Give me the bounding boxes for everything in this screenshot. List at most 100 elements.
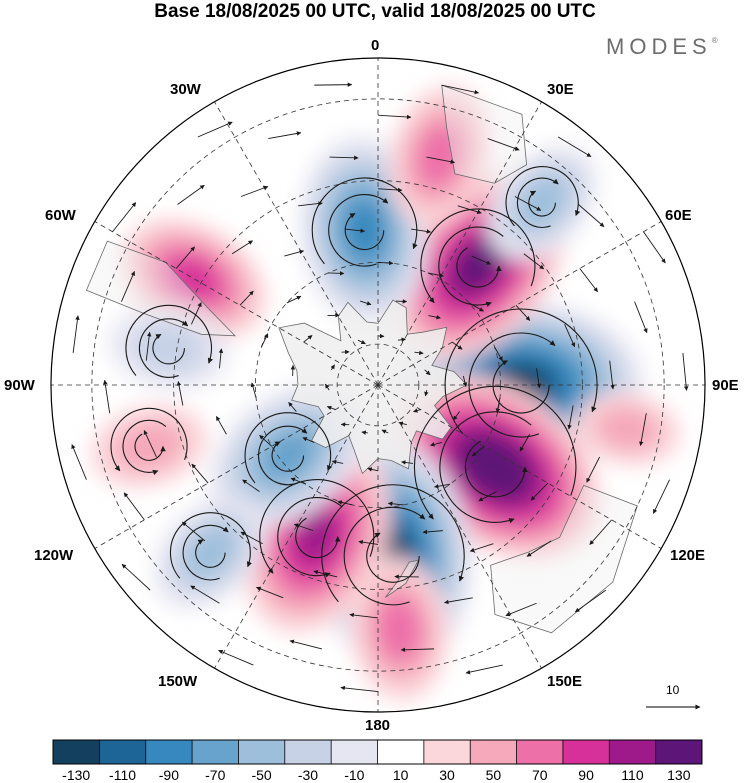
wind-arrow <box>197 121 233 138</box>
wind-arrow <box>530 482 549 501</box>
wind-arrow <box>231 240 253 255</box>
wind-arrow <box>145 331 152 361</box>
streamline <box>182 524 229 581</box>
wind-arrow <box>349 612 379 619</box>
streamline <box>125 304 213 376</box>
wind-arrow <box>495 397 501 413</box>
wind-arrow <box>441 84 480 95</box>
wind-arrow <box>302 437 315 443</box>
wind-arrow <box>586 456 600 483</box>
colorbar-tick-label: -50 <box>251 767 272 783</box>
wind-arrow <box>190 585 220 604</box>
anomaly-negative-upper-right <box>486 145 598 261</box>
anomaly-positive-northwest <box>120 217 268 340</box>
wind-arrow <box>331 459 344 465</box>
meridian-line <box>377 221 662 386</box>
anomaly-positive-top <box>388 84 491 228</box>
colorbar-tick-label: -30 <box>297 767 319 783</box>
streamline <box>366 532 420 583</box>
wind-arrow <box>487 138 520 151</box>
map-disc <box>51 58 705 712</box>
wind-arrow <box>290 477 307 485</box>
colorbar-swatch <box>331 740 378 764</box>
brand-text: MODES <box>606 34 712 59</box>
wind-arrow <box>191 463 209 484</box>
lon-label-150w: 150W <box>158 673 198 690</box>
meridian-line <box>377 384 662 549</box>
wind-arrow <box>578 204 605 228</box>
wind-arrow <box>387 501 404 506</box>
streamline <box>344 213 385 251</box>
wind-arrow <box>358 539 379 545</box>
wind-arrow <box>71 444 87 480</box>
wind-arrow <box>426 156 456 164</box>
wind-arrow <box>286 295 302 304</box>
colorbar-swatch <box>238 740 286 764</box>
wind-arrow <box>444 597 473 605</box>
colorbar-tick-label: 30 <box>439 767 455 783</box>
streamline <box>456 247 502 288</box>
parallel-circle <box>173 180 583 590</box>
streamline <box>321 484 465 603</box>
colorbar-tick-label: 70 <box>531 767 548 783</box>
lon-label-90w: 90W <box>4 377 35 394</box>
africa-landmass <box>441 84 527 184</box>
wind-arrow <box>465 664 503 675</box>
anomaly-contour <box>260 430 316 481</box>
streamline <box>110 407 188 472</box>
colorbar-tick-label: -70 <box>205 767 226 783</box>
streamline <box>505 166 581 227</box>
wind-arrow <box>413 408 421 413</box>
wind-arrow <box>240 185 269 197</box>
wind-arrow <box>478 491 497 502</box>
streamline <box>152 333 185 365</box>
colorbar-tick-label: 10 <box>392 767 409 783</box>
wind-arrow <box>457 205 482 215</box>
anomaly-contour <box>168 257 220 300</box>
wind-arrow <box>218 649 254 666</box>
wind-arrow <box>314 82 353 87</box>
wind-arrow <box>505 602 537 617</box>
colorbar-swatch <box>470 740 518 764</box>
wind-arrow <box>468 302 484 312</box>
streamline <box>492 360 550 414</box>
meridian-line <box>94 384 379 549</box>
colorbar-tick-label: -110 <box>109 767 137 783</box>
colorbar-tick-label: 110 <box>621 767 644 783</box>
wind-arrow <box>218 348 224 369</box>
south-america-landmass <box>85 240 236 337</box>
streamline <box>464 440 528 498</box>
wind-arrow <box>381 429 389 434</box>
wind-arrow <box>427 272 444 278</box>
anomaly-positive-right-edge <box>574 392 681 466</box>
wind-arrow <box>452 341 463 350</box>
streamline <box>420 208 536 304</box>
wind-arrow <box>567 405 574 430</box>
colorbar-swatch <box>192 740 239 764</box>
wind-arrow <box>289 639 323 650</box>
colorbar-tick-label: -90 <box>158 767 180 783</box>
wind-arrow <box>240 531 263 545</box>
wind-arrow <box>123 492 145 521</box>
wind-arrow <box>344 228 365 234</box>
anomaly-contour <box>416 124 463 188</box>
wind-arrow <box>514 196 542 211</box>
streamline <box>328 193 389 267</box>
colorbar-swatch <box>99 740 147 764</box>
wind-arrow <box>250 382 257 398</box>
parallel-circle <box>336 343 420 427</box>
streamline <box>134 433 166 461</box>
wind-arrow <box>519 434 531 452</box>
colorbar-swatch <box>284 740 332 764</box>
wind-arrow <box>121 563 151 591</box>
lon-label-180: 180 <box>365 717 391 734</box>
wind-arrow <box>564 324 576 348</box>
colorbar-swatch <box>562 740 610 764</box>
wind-arrow <box>357 339 366 345</box>
wind-arrow <box>536 368 542 389</box>
landmasses <box>85 84 638 634</box>
wind-arrow <box>242 479 260 493</box>
wind-arrow <box>215 416 227 435</box>
wind-arrow <box>471 445 485 457</box>
wind-arrow <box>526 540 552 557</box>
